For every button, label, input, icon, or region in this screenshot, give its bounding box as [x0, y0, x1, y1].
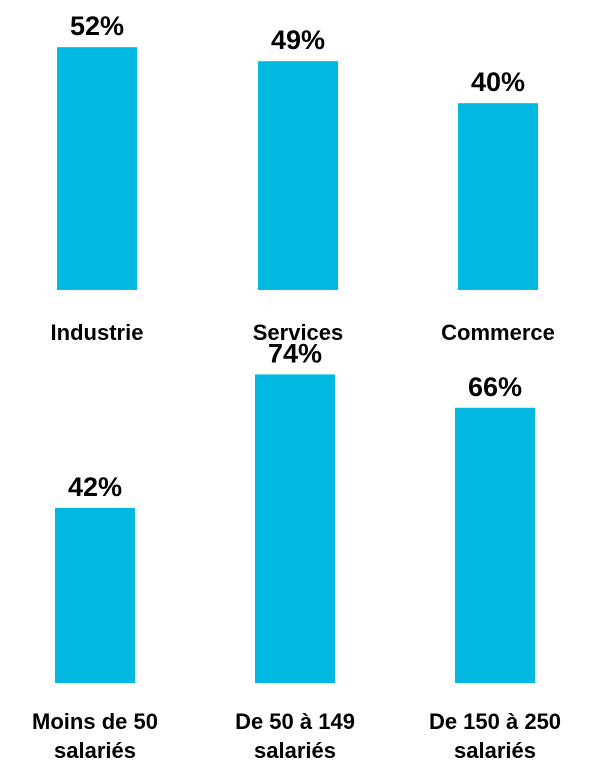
category-label: Commerce	[441, 320, 555, 345]
category-label: salariés	[454, 738, 536, 763]
bar-value-label: 52%	[70, 11, 124, 41]
category-label: salariés	[54, 738, 136, 763]
category-label: Services	[253, 320, 344, 345]
category-label: Moins de 50	[32, 709, 158, 734]
bar	[255, 374, 335, 683]
bar-value-label: 42%	[68, 472, 122, 502]
category-label: De 150 à 250	[429, 709, 561, 734]
bar	[55, 507, 135, 683]
category-label: Industrie	[51, 320, 144, 345]
bar	[458, 103, 538, 290]
bar	[57, 47, 137, 290]
bar	[258, 61, 338, 290]
category-label: De 50 à 149	[235, 709, 355, 734]
bar-value-label: 66%	[468, 372, 522, 402]
chart-panel-1: 52% Industrie 49% Services 40% Commerce	[51, 11, 555, 345]
chart-panel-2: 42% Moins de 50 salariés 74% De 50 à 149 sala…	[32, 338, 561, 763]
bar-value-label: 74%	[268, 338, 322, 368]
bar-value-label: 49%	[271, 25, 325, 55]
category-label: salariés	[254, 738, 336, 763]
bar-value-label: 40%	[471, 67, 525, 97]
bar	[455, 407, 535, 683]
